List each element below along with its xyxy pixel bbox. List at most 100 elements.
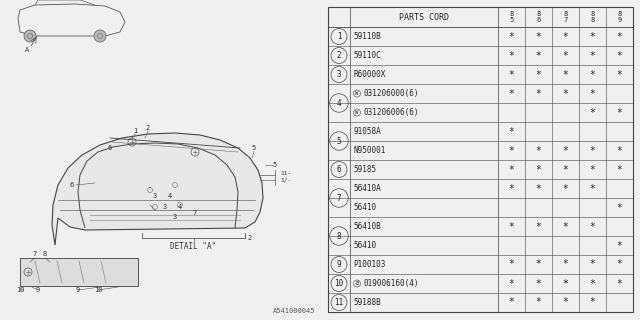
Bar [328,7,633,312]
Text: 4: 4 [337,99,341,108]
Text: W: W [355,91,358,96]
Text: 8: 8 [536,11,541,17]
Text: *: * [536,260,541,269]
Text: *: * [616,278,623,289]
Text: *: * [536,221,541,231]
Text: R60000X: R60000X [353,70,385,79]
Text: *: * [536,164,541,174]
Text: A541000045: A541000045 [273,308,315,314]
Text: 3: 3 [153,193,157,199]
Text: 7: 7 [563,17,568,23]
Text: 8: 8 [563,11,568,17]
Text: 7: 7 [337,194,341,203]
Text: 10: 10 [334,279,344,288]
Text: *: * [509,31,515,42]
Text: 8: 8 [618,11,621,17]
Text: 6: 6 [108,145,112,151]
Text: *: * [589,108,595,117]
Text: 3: 3 [337,70,341,79]
Text: 9: 9 [618,17,621,23]
Text: 56410B: 56410B [353,222,381,231]
Text: 2: 2 [248,235,252,241]
Text: *: * [536,89,541,99]
Text: 5: 5 [509,17,514,23]
Text: *: * [616,241,623,251]
Text: 2: 2 [146,125,150,131]
Text: *: * [616,51,623,60]
Text: 031206006(6): 031206006(6) [363,108,419,117]
Text: 9: 9 [36,287,40,293]
Text: 8: 8 [590,11,595,17]
Text: 3: 3 [163,204,167,210]
Text: 6: 6 [70,182,74,188]
Text: 5: 5 [337,137,341,146]
Text: *: * [536,298,541,308]
Text: *: * [589,298,595,308]
Text: *: * [563,164,568,174]
Text: 59110C: 59110C [353,51,381,60]
Text: 6: 6 [536,17,541,23]
Text: 4: 4 [178,204,182,210]
Text: *: * [563,278,568,289]
Text: *: * [616,203,623,212]
Text: *: * [563,89,568,99]
Text: *: * [563,298,568,308]
Text: 56410: 56410 [353,241,376,250]
Text: 11: 11 [334,298,344,307]
Text: *: * [563,31,568,42]
Text: *: * [509,164,515,174]
Text: 5: 5 [252,145,256,151]
Text: N950001: N950001 [353,146,385,155]
Text: *: * [509,89,515,99]
Text: *: * [589,260,595,269]
Text: *: * [509,51,515,60]
Bar [20,258,138,286]
Text: *: * [563,183,568,194]
Text: 9: 9 [76,287,80,293]
Text: *: * [616,260,623,269]
Text: *: * [616,108,623,117]
Text: *: * [616,31,623,42]
Text: *: * [589,31,595,42]
Text: 8: 8 [337,231,341,241]
Text: P100103: P100103 [353,260,385,269]
Text: 59110B: 59110B [353,32,381,41]
Text: 8: 8 [43,251,47,257]
Text: *: * [536,51,541,60]
Text: *: * [616,164,623,174]
Text: *: * [536,146,541,156]
Text: *: * [509,278,515,289]
Text: 7: 7 [33,251,37,257]
Text: *: * [536,31,541,42]
Text: *: * [589,89,595,99]
Text: 1: 1 [337,32,341,41]
Text: 10: 10 [16,287,24,293]
Text: 59188B: 59188B [353,298,381,307]
Text: *: * [563,146,568,156]
Text: 11-: 11- [280,171,291,176]
Text: 1/-: 1/- [280,177,291,182]
Text: *: * [509,146,515,156]
Text: 9: 9 [337,260,341,269]
Text: 91058A: 91058A [353,127,381,136]
Text: 10: 10 [93,287,102,293]
Text: *: * [563,69,568,79]
Text: *: * [616,146,623,156]
Text: 031206000(6): 031206000(6) [363,89,419,98]
Text: *: * [563,51,568,60]
Text: B: B [355,281,358,286]
Text: *: * [589,278,595,289]
Text: *: * [509,260,515,269]
Text: 8: 8 [509,11,514,17]
Text: 7: 7 [193,210,197,216]
Text: *: * [509,126,515,137]
Text: 4: 4 [168,193,172,199]
Text: 2: 2 [337,51,341,60]
Text: 59185: 59185 [353,165,376,174]
Text: *: * [589,146,595,156]
Text: 1: 1 [133,128,137,134]
Text: DETAIL "A": DETAIL "A" [170,242,216,251]
Polygon shape [52,133,263,245]
Text: *: * [563,260,568,269]
Text: *: * [536,183,541,194]
